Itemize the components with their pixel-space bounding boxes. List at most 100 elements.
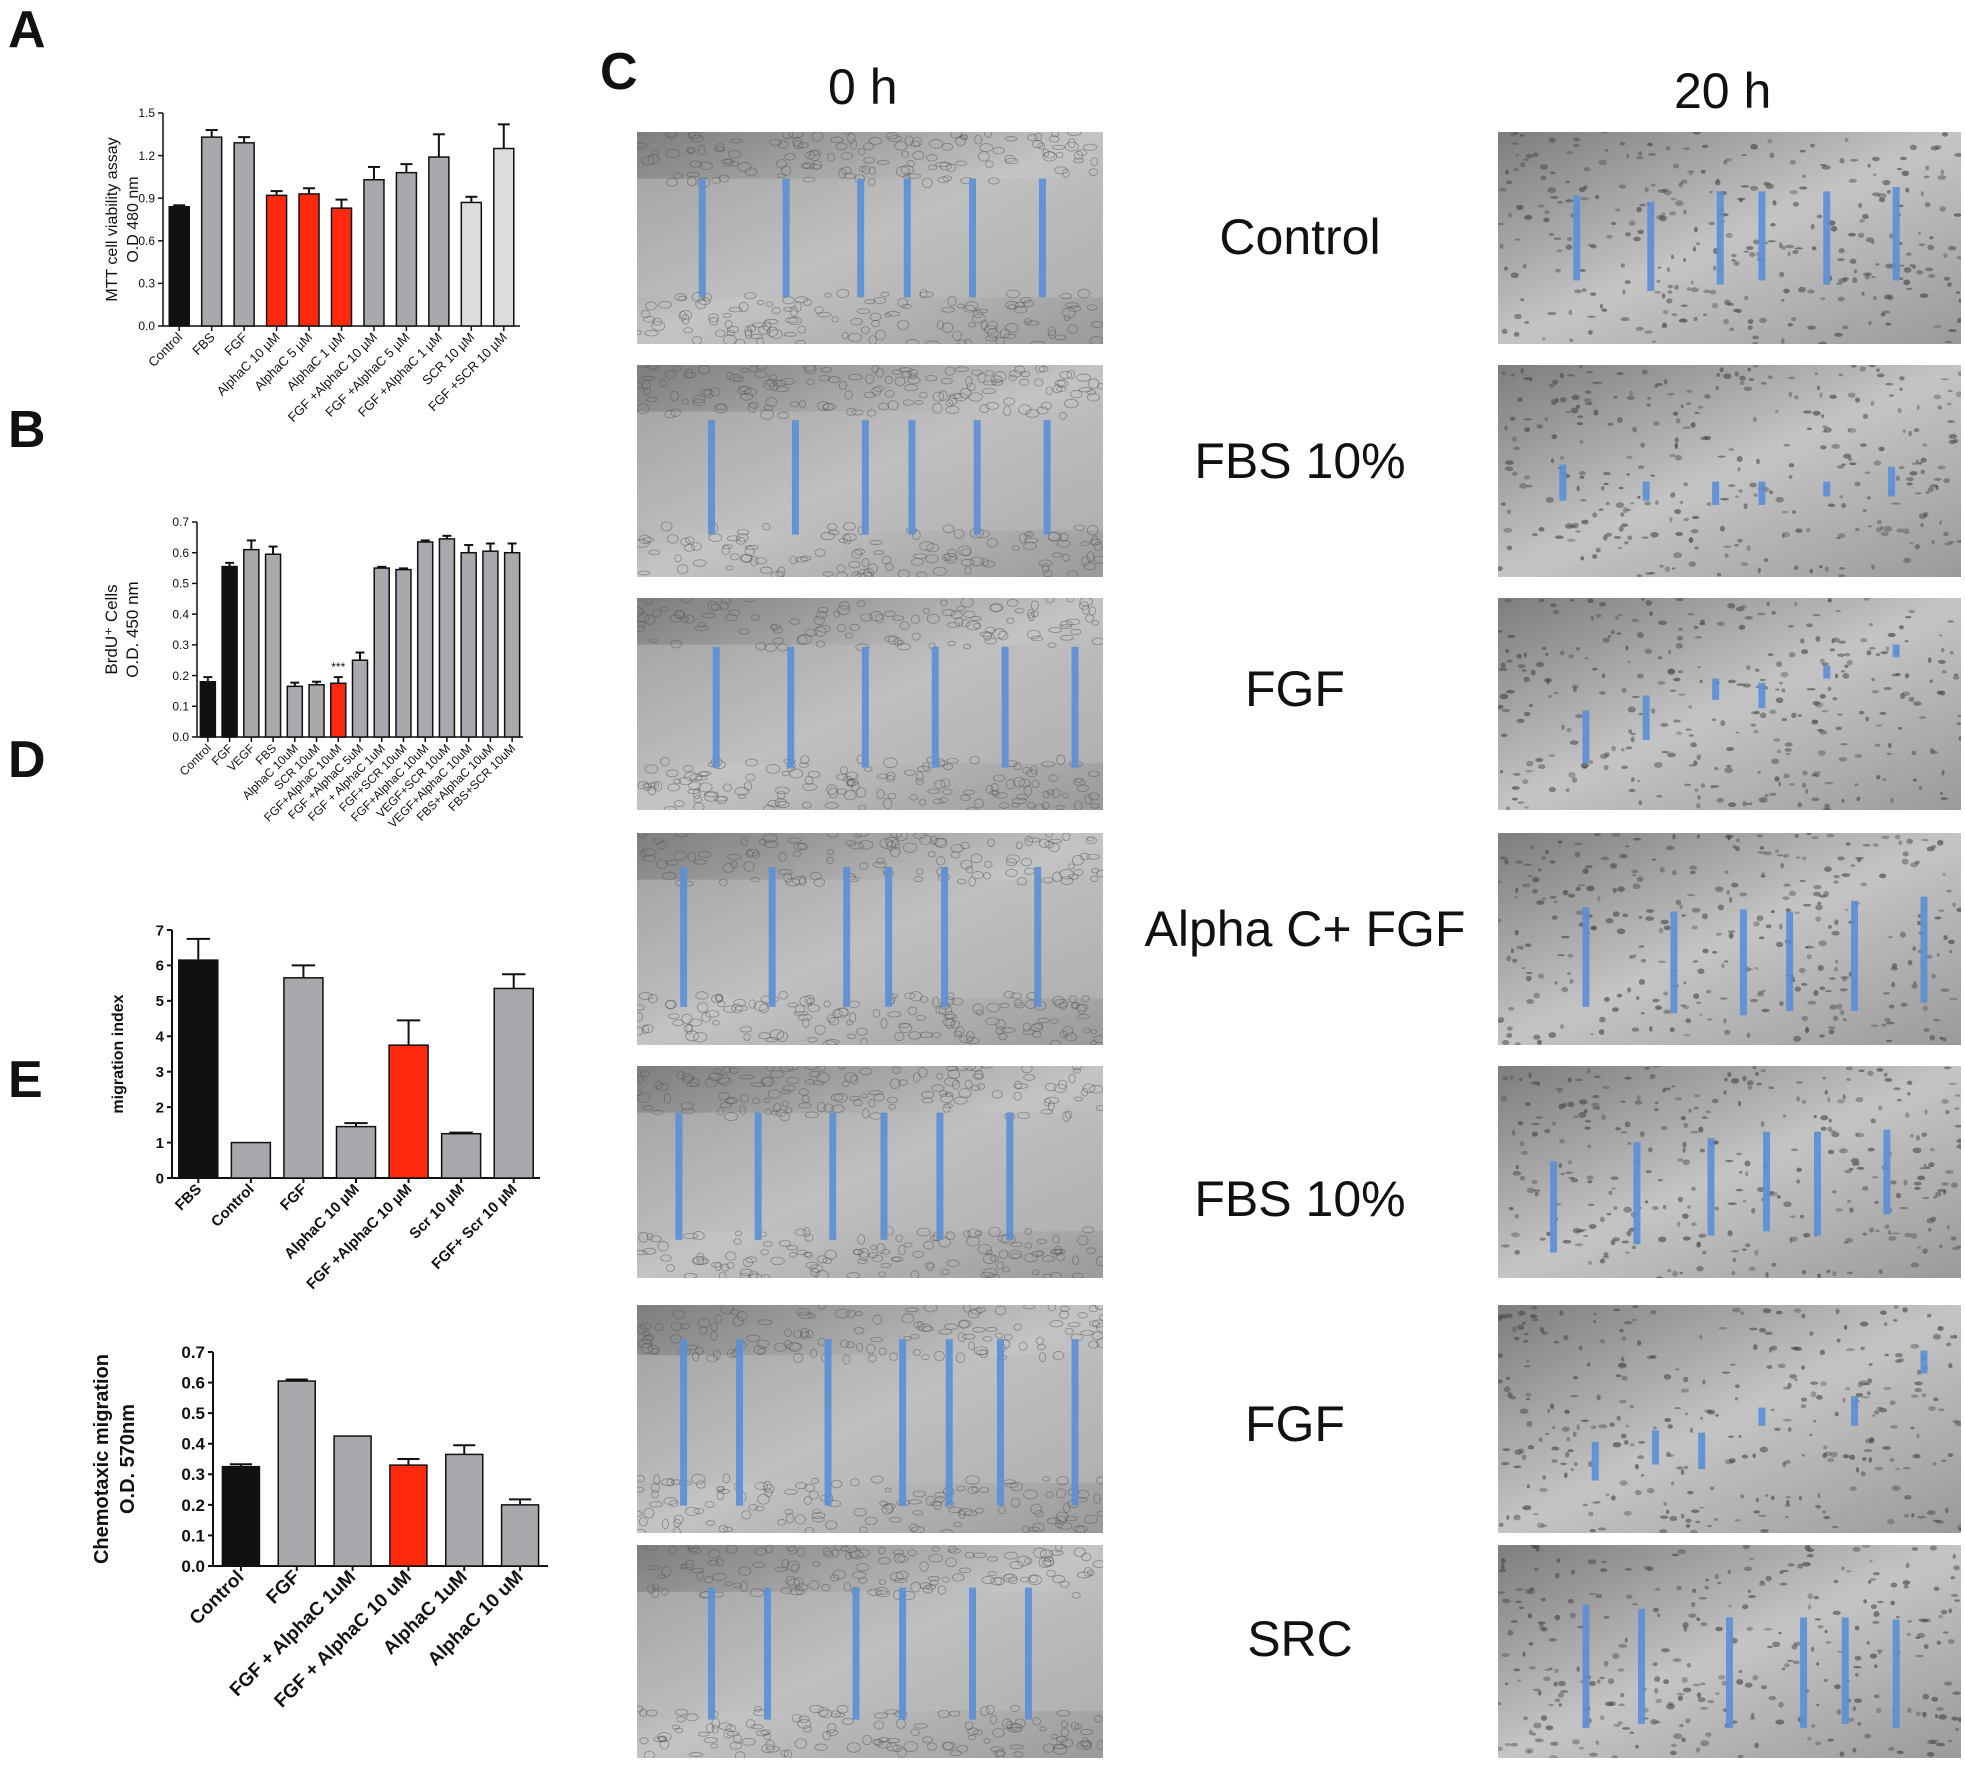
y-axis-label: BrdU⁺ Cells	[102, 584, 121, 674]
scratch-marker	[1638, 1608, 1646, 1724]
y-tick-label: 4	[156, 1029, 165, 1046]
scratch-marker	[857, 178, 865, 298]
y-axis-label: O.D 480 nm	[125, 176, 142, 262]
bar	[283, 977, 324, 1179]
chart-e: 0.0 0.1 0.2 0.3 0.4 0.5 0.6 0.7 Chemotaxic migra…	[0, 0, 600, 1712]
scratch-marker	[708, 420, 716, 535]
scratch-marker	[969, 178, 977, 298]
micrograph-image	[637, 598, 1103, 810]
significance-annotation: ***	[331, 660, 345, 674]
scratch-marker	[1823, 191, 1831, 285]
y-tick-label: 1.2	[138, 149, 155, 163]
x-tick-label: FGF	[263, 1567, 305, 1609]
scratch-marker	[1642, 695, 1650, 741]
scratch-marker	[1582, 907, 1590, 1007]
y-axis-label: migration index	[110, 994, 127, 1113]
micrograph-image	[1498, 1066, 1961, 1278]
scratch-marker	[880, 1112, 888, 1240]
chart-b: 0.0 0.1 0.2 0.3 0.4 0.5 0.6 0.7 BrdU⁺ Cells O.D. …	[0, 0, 560, 831]
condition-label: Alpha C+ FGF	[1144, 901, 1466, 957]
condition-label: FGF	[1245, 1396, 1345, 1452]
scratch-marker	[829, 1112, 837, 1240]
scratch-marker	[1823, 481, 1831, 497]
scratch-marker	[1633, 1142, 1641, 1245]
chart-a-plot: 0.0 0.3 0.6 0.9 1.2 1.5 MTT cell viability ass…	[104, 106, 520, 425]
scratch-marker	[754, 1112, 762, 1240]
scratch-marker	[861, 420, 869, 535]
scratch-marker	[1573, 195, 1581, 281]
micrograph-image	[637, 1545, 1103, 1758]
y-tick-label: 5	[156, 993, 164, 1010]
scratch-marker	[861, 646, 869, 768]
micrograph-0h	[637, 1545, 1103, 1758]
micrograph-20h	[1498, 365, 1961, 577]
scratch-marker	[736, 1339, 744, 1506]
condition-label: Control	[1219, 209, 1381, 265]
scratch-marker	[1726, 1617, 1733, 1729]
bar	[493, 987, 534, 1179]
y-tick-label: 0.0	[172, 730, 189, 744]
scratch-marker	[1712, 678, 1720, 700]
scratch-marker	[1763, 1131, 1771, 1232]
scratch-marker	[1786, 911, 1794, 1012]
micrograph-0h	[637, 1305, 1103, 1533]
micrograph-20h	[1498, 598, 1961, 810]
scratch-marker	[1758, 1407, 1766, 1426]
scratch-marker	[1739, 909, 1747, 1016]
micrograph-20h	[1498, 1305, 1961, 1533]
scratch-marker	[1883, 1129, 1891, 1215]
scratch-marker	[1001, 646, 1009, 768]
scratch-marker	[969, 1587, 977, 1720]
panel-letter-e: E	[8, 1051, 43, 1109]
scratch-marker	[824, 1339, 832, 1506]
y-axis-label: O.D. 450 nm	[123, 581, 142, 677]
micrograph-image	[637, 1066, 1103, 1278]
scratch-marker	[885, 866, 893, 1007]
panel-letter-d: D	[8, 731, 46, 789]
micrograph-image	[1498, 833, 1961, 1045]
scratch-marker	[680, 866, 688, 1007]
scratch-marker	[1670, 911, 1678, 1014]
y-tick-label: 0.3	[181, 1465, 205, 1484]
scratch-marker	[1582, 710, 1590, 764]
y-tick-label: 0.7	[181, 1343, 205, 1362]
scratch-marker	[899, 1587, 907, 1720]
scratch-marker	[1071, 1339, 1079, 1506]
scratch-marker	[1841, 1617, 1849, 1724]
scratch-marker	[1813, 1131, 1821, 1236]
scratch-marker	[1559, 464, 1567, 501]
x-tick-label: Control	[186, 1567, 249, 1630]
y-tick-label: 0	[156, 1170, 164, 1187]
bar	[335, 1125, 377, 1179]
chart-e-svg: 0.0 0.1 0.2 0.3 0.4 0.5 0.6 0.7 Chemotaxic migra…	[91, 1343, 548, 1712]
chart-b-svg: 0.0 0.1 0.2 0.3 0.4 0.5 0.6 0.7 BrdU⁺ Cells O.D. …	[102, 515, 523, 831]
scratch-marker	[936, 1112, 944, 1240]
y-tick-label: 1	[156, 1135, 164, 1152]
scratch-marker	[1651, 1430, 1659, 1465]
scratch-marker	[1892, 1619, 1900, 1729]
micrograph-image	[1498, 365, 1961, 577]
y-tick-label: 0.6	[138, 234, 155, 248]
y-tick-label: 2	[156, 1099, 164, 1116]
micrograph-0h	[637, 132, 1103, 344]
scratch-marker	[782, 178, 790, 298]
condition-label: FBS 10%	[1194, 1171, 1406, 1227]
y-tick-label: 0.6	[181, 1374, 205, 1393]
scratch-marker	[1920, 896, 1928, 1003]
y-tick-label: 0.4	[172, 607, 189, 621]
scratch-marker	[1800, 1617, 1808, 1729]
micrograph-0h	[637, 1066, 1103, 1278]
scratch-marker	[996, 1339, 1004, 1506]
y-tick-label: 0.5	[181, 1404, 205, 1423]
y-tick-label: 0.6	[172, 546, 189, 560]
chart-a-svg: 0.0 0.3 0.6 0.9 1.2 1.5 MTT cell viability ass…	[104, 106, 520, 425]
y-tick-label: 0.1	[181, 1526, 205, 1545]
scratch-marker	[768, 866, 776, 1007]
scratch-marker	[1892, 187, 1900, 281]
micrograph-0h	[637, 833, 1103, 1045]
scratch-marker	[973, 420, 981, 535]
scratch-marker	[1712, 481, 1720, 505]
bar	[440, 1132, 482, 1179]
condition-label: FGF	[1245, 661, 1345, 717]
scratch-marker	[931, 646, 939, 768]
